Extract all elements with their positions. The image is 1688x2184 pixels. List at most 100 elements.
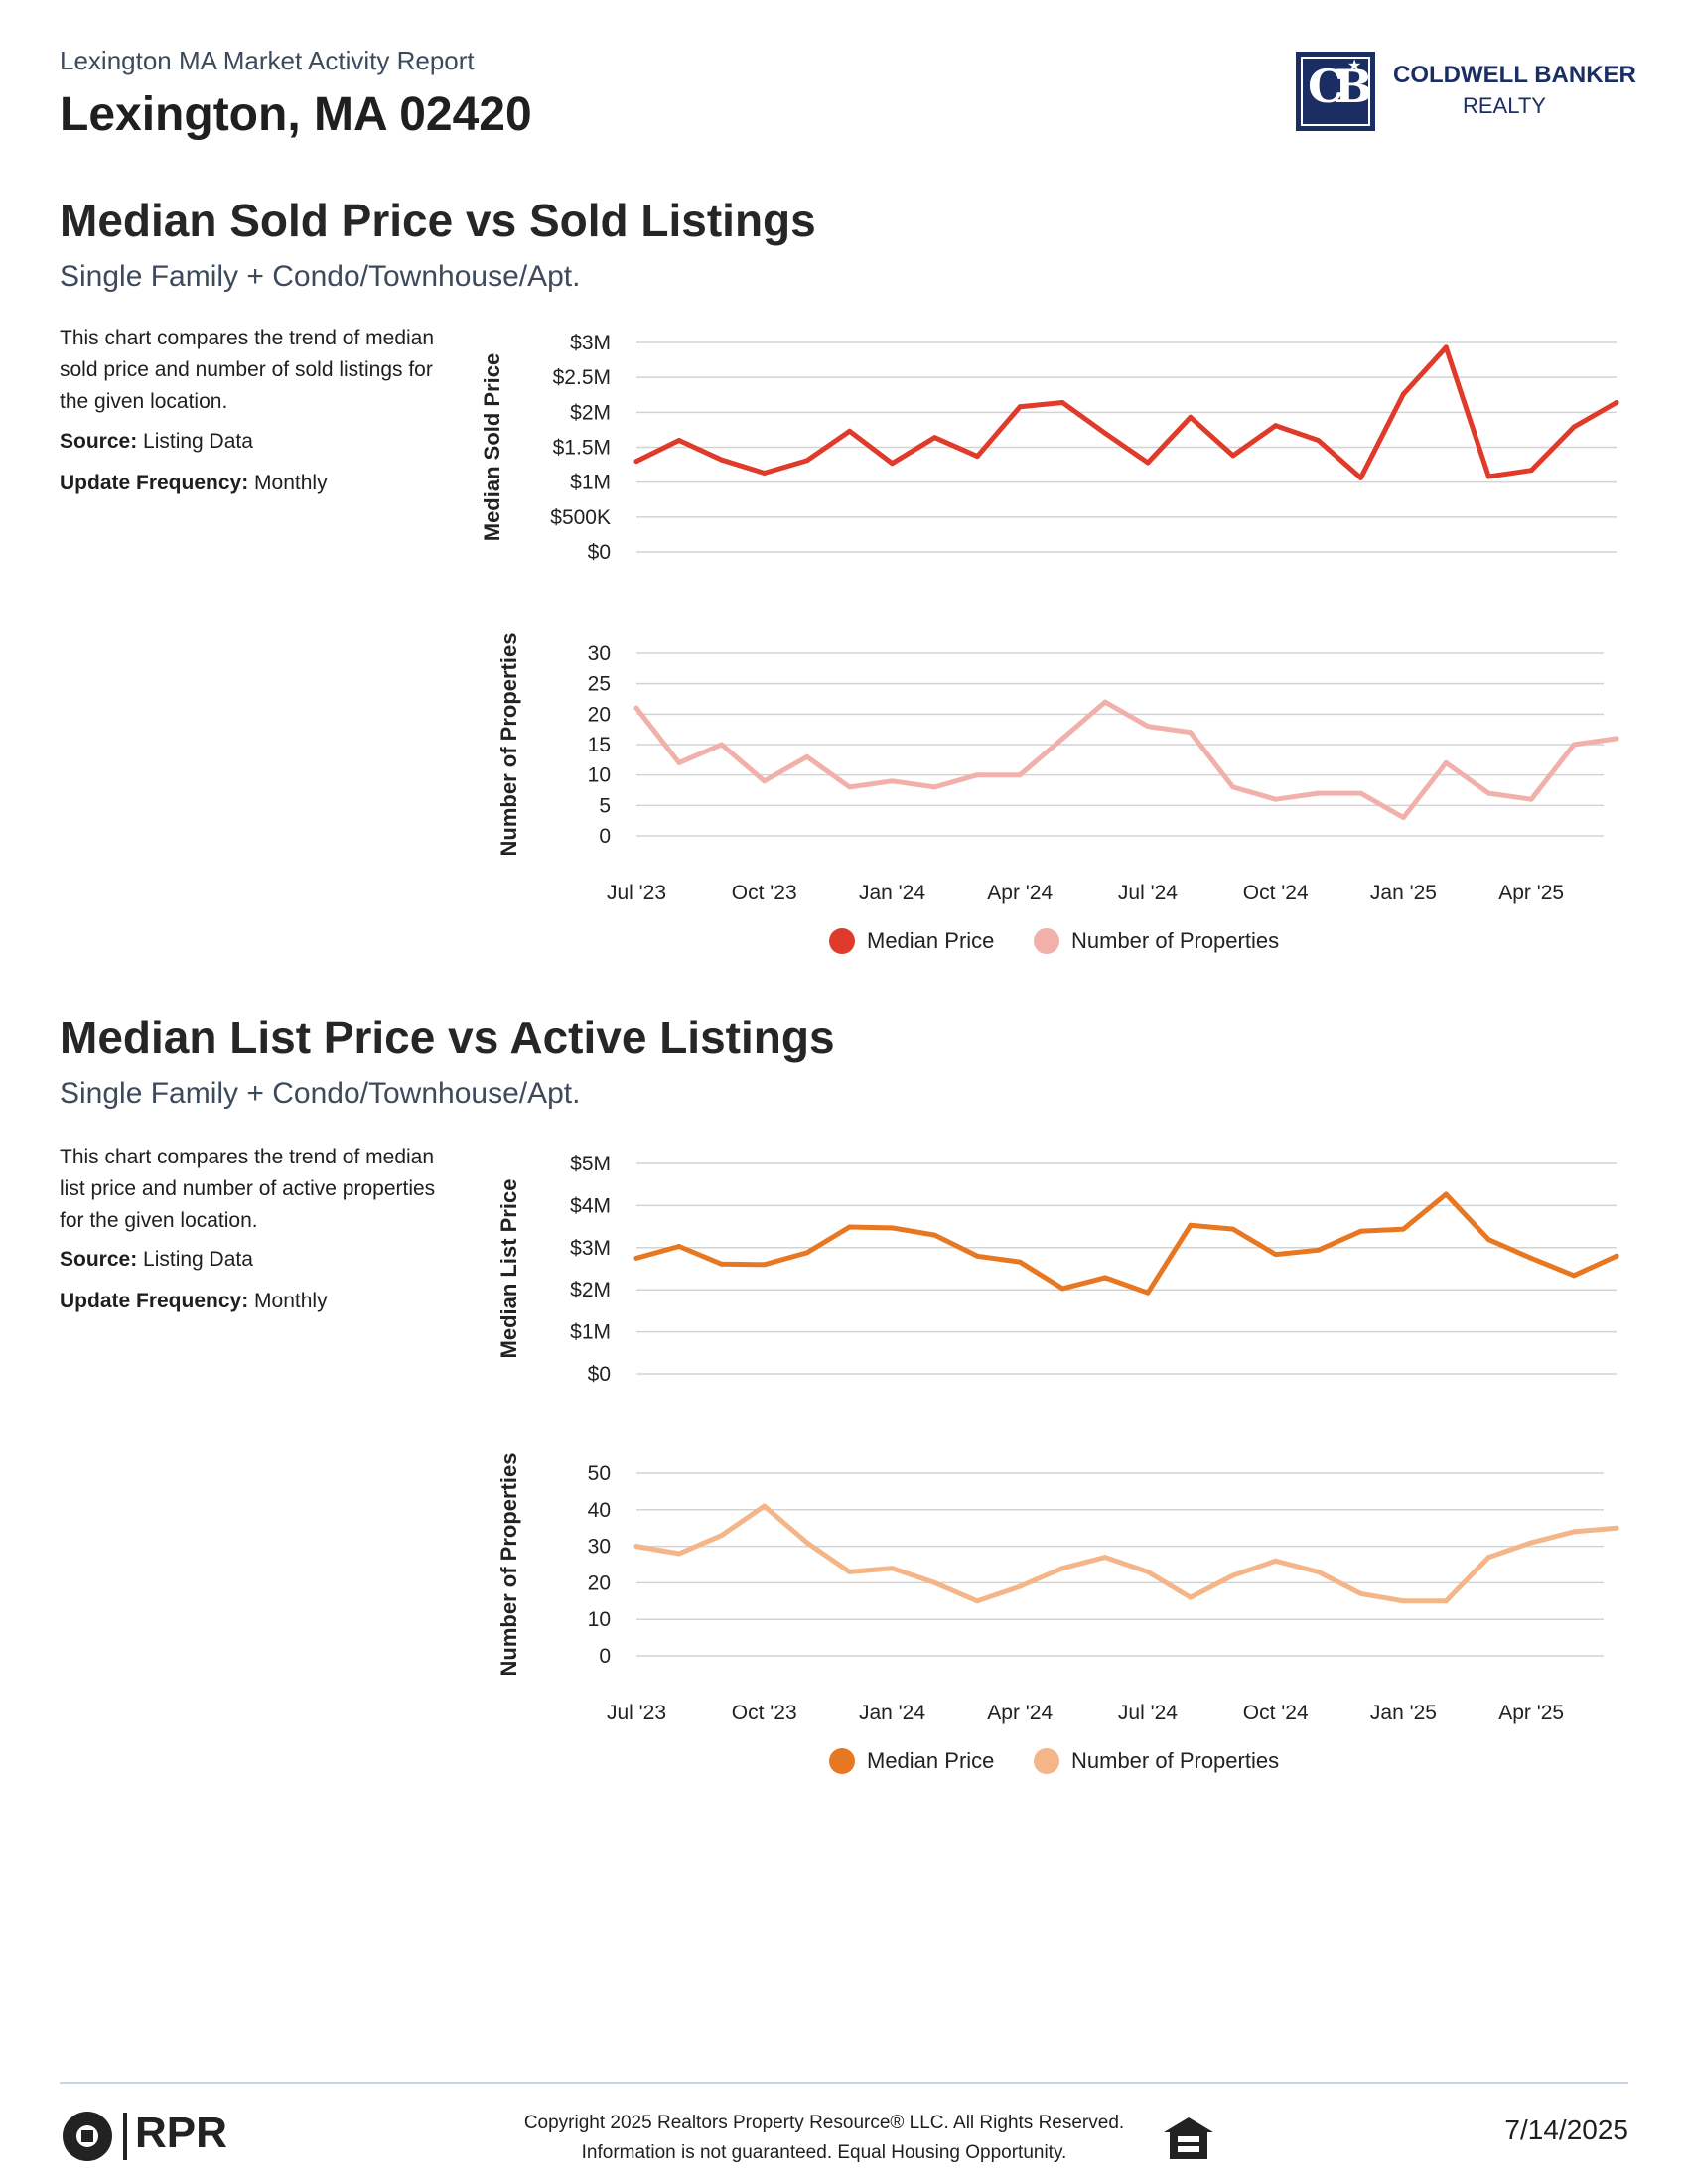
data-point [1017,404,1023,410]
y-tick-label: 30 [588,1536,611,1559]
data-point [633,459,639,465]
x-tick-label: Apr '25 [1498,882,1564,904]
data-point [1230,453,1236,459]
data-point [633,705,639,711]
rpr-mark-icon [63,2112,127,2161]
x-tick-label: Oct '23 [732,1702,797,1724]
data-point [762,778,768,784]
data-point [1400,1226,1406,1232]
footer-divider [60,2082,1628,2084]
data-point [1443,344,1449,350]
source-line-list: Source: Listing Data [60,1248,253,1271]
copyright-notice: Copyright 2025 Realtors Property Resourc… [523,2113,1125,2163]
y-tick-label: $3M [570,332,611,354]
legend-label: Number of Properties [1071,928,1279,953]
data-point [847,1569,853,1574]
data-point [1485,1237,1491,1243]
data-point [1188,1222,1194,1228]
rpr-logo: RPR [60,2107,258,2166]
data-point [1316,1569,1322,1574]
data-point [676,1551,682,1557]
data-point [1145,1569,1151,1574]
data-point [762,471,768,476]
x-tick-label: Oct '24 [1243,882,1309,904]
data-point [1614,400,1619,405]
legend-swatch [1034,1748,1059,1774]
data-point [762,1503,768,1509]
data-point [1017,1259,1023,1265]
data-point [1273,1252,1279,1258]
x-tick-label: Jan '24 [859,1702,925,1724]
x-tick-label: Jan '25 [1370,1702,1437,1724]
data-point [931,435,937,441]
data-point [1485,1555,1491,1561]
series-line [633,699,1619,821]
data-point [974,772,980,778]
legend-swatch [829,928,855,954]
data-point [1485,790,1491,796]
y-tick-label: 30 [588,642,611,665]
x-tick-label: Jul '23 [607,1702,666,1724]
data-point [1059,1286,1065,1292]
frequency-line-list: Update Frequency: Monthly [60,1290,328,1312]
data-point [1316,1247,1322,1253]
data-point [890,1566,895,1571]
y-tick-label: $0 [588,541,611,564]
charts-canvas: $3M $2.5M $2M $1.5M $1M $500K $0 Median Sold Pr… [480,332,1619,1774]
data-point [1188,730,1194,736]
data-point [1400,391,1406,397]
y-tick-label: 25 [588,673,611,696]
y-tick-label: $4M [570,1194,611,1217]
data-point [1102,1275,1108,1281]
y-axis-label: Number of Properties [496,1453,521,1677]
data-point [1571,742,1577,748]
frequency-line-sold: Update Frequency: Monthly [60,472,328,494]
y-tick-label: 5 [599,794,611,817]
legend-label: Median Price [867,928,994,953]
data-point [676,438,682,443]
data-point [633,1544,639,1550]
x-tick-label: Oct '24 [1243,1702,1309,1724]
rpr-logo-text: RPR [135,2109,227,2157]
data-point [804,458,810,464]
y-tick-label: 20 [588,1571,611,1594]
report-date: 7/14/2025 [1504,2115,1628,2145]
data-point [1485,474,1491,479]
data-point [1528,796,1534,802]
data-point [1230,784,1236,790]
legend-swatch [829,1748,855,1774]
x-tick-label: Apr '24 [987,882,1053,904]
data-point [804,753,810,759]
y-tick-label: 10 [588,764,611,787]
x-tick-label: Jan '24 [859,882,925,904]
data-point [1017,772,1023,778]
data-point [676,1244,682,1249]
data-point [931,784,937,790]
data-point [1528,468,1534,474]
data-point [1443,1598,1449,1604]
brand-logo: CB ★ COLDWELL BANKER REALTY [1296,52,1636,133]
legend-label: Median Price [867,1748,994,1773]
data-point [1273,1558,1279,1564]
y-axis-label: Median Sold Price [480,353,504,542]
data-point [974,454,980,460]
y-tick-label: $500K [550,506,611,529]
y-tick-label: 50 [588,1462,611,1485]
data-point [890,1225,895,1231]
data-point [762,1262,768,1268]
data-point [1528,1540,1534,1546]
data-point [974,1598,980,1604]
equal-housing-icon [1164,2117,1213,2159]
brand-name: COLDWELL BANKER [1393,62,1636,88]
source-line-sold: Source: Listing Data [60,430,253,453]
data-point [931,1579,937,1585]
x-tick-label: Jul '23 [607,882,666,904]
x-tick-label: Jul '24 [1118,1702,1178,1724]
data-point [847,1224,853,1230]
y-tick-label: 40 [588,1499,611,1522]
y-axis-label: Number of Properties [496,633,521,857]
brand-mark-icon: CB ★ [1296,52,1375,131]
data-point [1443,1191,1449,1197]
data-point [1145,460,1151,466]
data-point [1059,1566,1065,1571]
